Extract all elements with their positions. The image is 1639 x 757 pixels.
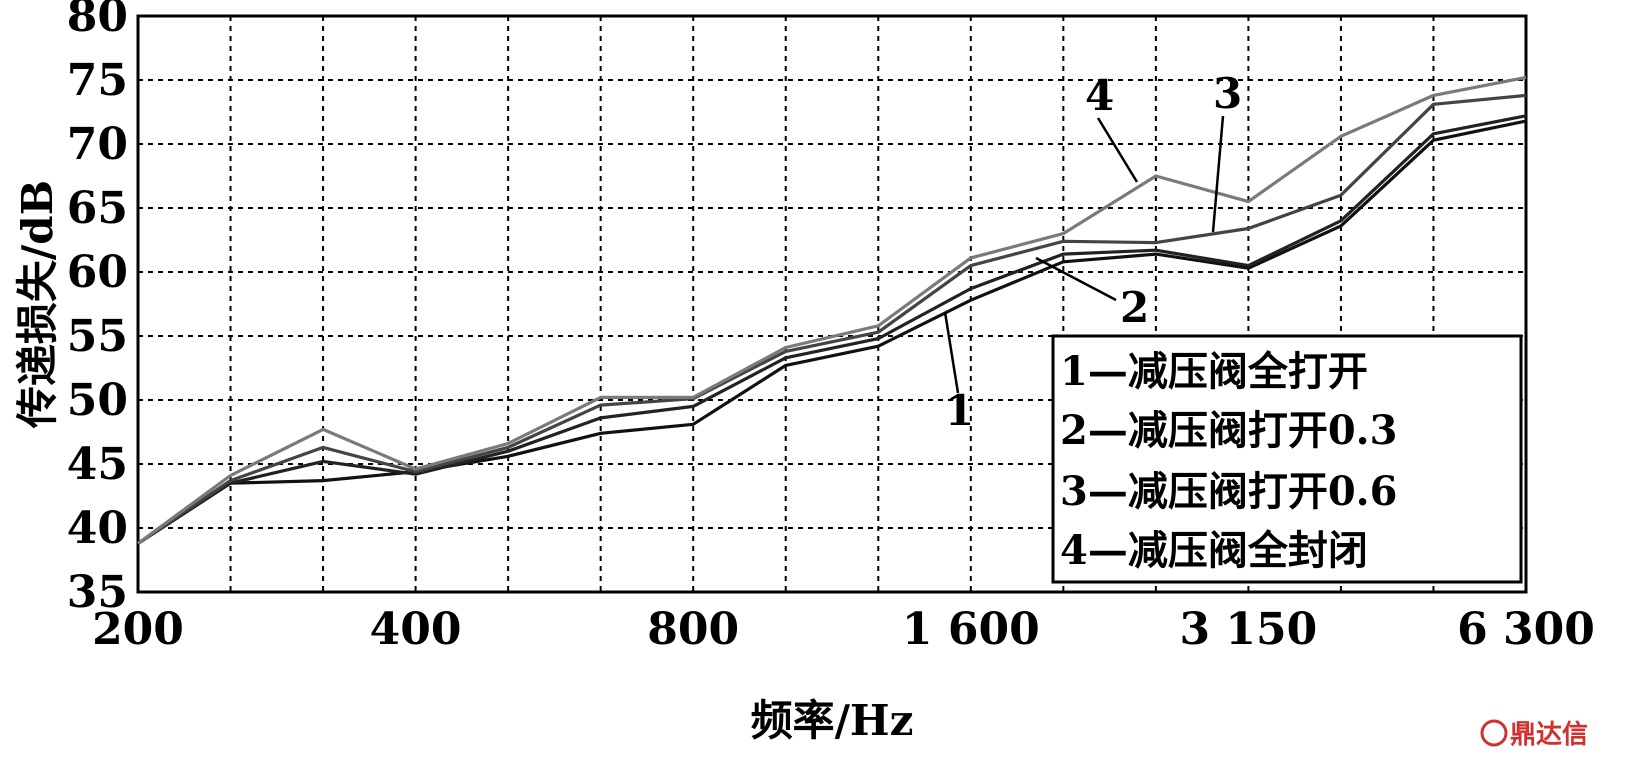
y-tick-label: 45: [67, 439, 128, 490]
y-tick-labels: 35 40 45 50 55 60 65 70 75 80: [67, 0, 128, 618]
x-tick-label: 400: [370, 604, 462, 655]
annotation-label-3: 3: [1213, 69, 1242, 118]
series-line-4: [137, 75, 1527, 545]
legend-entry-3: 3—减压阀打开0.6: [1060, 468, 1397, 515]
y-tick-label: 40: [67, 503, 128, 554]
leader-line-3: [1211, 115, 1225, 233]
annotation-label-1: 1: [945, 386, 974, 435]
y-tick-label: 65: [67, 183, 128, 234]
x-tick-label: 1 600: [902, 604, 1040, 655]
y-tick-label: 35: [67, 567, 128, 618]
y-tick-label: 70: [67, 119, 128, 170]
annotation-label-4: 4: [1085, 71, 1114, 120]
annotation-label-2: 2: [1120, 283, 1149, 332]
legend-entry-2: 2—减压阀打开0.3: [1060, 407, 1397, 454]
watermark: 鼎达信: [1480, 719, 1588, 750]
leader-line-2: [1035, 256, 1117, 302]
x-tick-label: 3 150: [1180, 604, 1318, 655]
leader-line-4: [1096, 117, 1139, 183]
plot-frame: [136, 14, 1528, 594]
y-tick-label: 50: [67, 375, 128, 426]
watermark-text: 鼎达信: [1510, 720, 1588, 750]
x-tick-label: 800: [647, 604, 739, 655]
x-tick-labels: 200 400 800 1 600 3 150 6 300: [92, 604, 1595, 655]
watermark-logo-icon: [1480, 719, 1508, 747]
y-axis-title: 传递损失/dB: [13, 180, 62, 429]
annotation-leaders: [943, 115, 1225, 394]
leader-line-1: [943, 311, 960, 394]
legend: 1—减压阀全打开 2—减压阀打开0.3 3—减压阀打开0.6 4—减压阀全封闭: [1051, 334, 1523, 584]
x-tick-label: 200: [92, 604, 184, 655]
y-tick-label: 60: [67, 247, 128, 298]
legend-box: [1051, 334, 1523, 584]
y-tick-label: 80: [67, 0, 128, 42]
series-lines: [137, 75, 1527, 545]
series-line-3: [137, 93, 1527, 545]
x-tick-label: 6 300: [1457, 604, 1595, 655]
legend-entry-4: 4—减压阀全封闭: [1060, 527, 1368, 574]
series-line-1: [137, 119, 1527, 545]
y-tick-label: 75: [67, 55, 128, 106]
series-line-2: [137, 114, 1527, 545]
legend-entry-1: 1—减压阀全打开: [1060, 348, 1368, 395]
y-tick-label: 55: [67, 311, 128, 362]
x-axis-title: 频率/Hz: [751, 696, 914, 745]
